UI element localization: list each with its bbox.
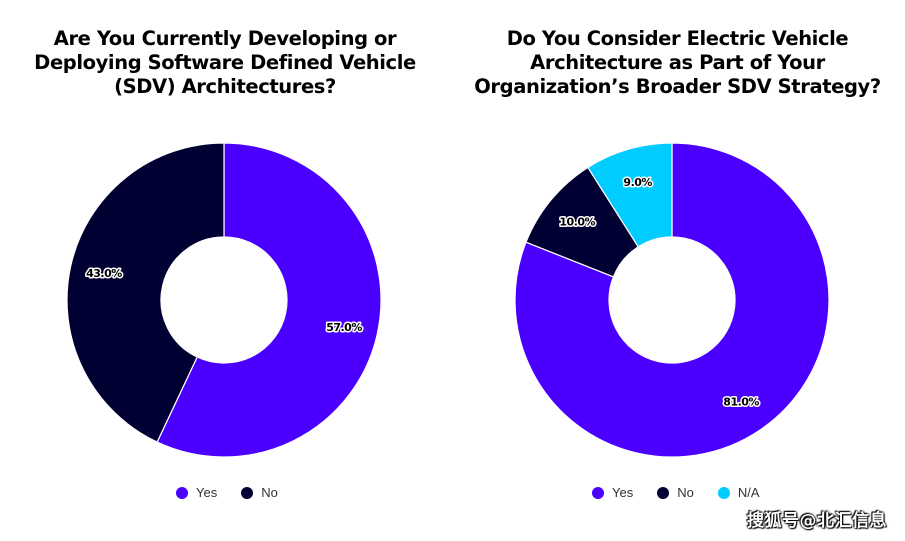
legend: Yes No N/A bbox=[592, 485, 760, 500]
legend-item-yes[interactable]: Yes bbox=[592, 485, 633, 500]
legend-swatch-no-icon bbox=[241, 486, 254, 499]
legend-item-no[interactable]: No bbox=[657, 485, 694, 500]
slice-data-label: 10.0% bbox=[559, 216, 595, 229]
chart-title-line: Organization’s Broader SDV Strategy? bbox=[474, 75, 881, 98]
donut-slice-yes[interactable] bbox=[156, 142, 382, 458]
legend-item-na[interactable]: N/A bbox=[717, 485, 760, 500]
donut-slice-yes[interactable] bbox=[514, 142, 830, 458]
slice-data-label: 57.0% bbox=[326, 321, 362, 334]
chart-title-line: Deploying Software Defined Vehicle bbox=[34, 51, 416, 74]
slice-data-label: 43.0% bbox=[86, 267, 122, 280]
slice-data-label: 9.0% bbox=[623, 176, 652, 189]
chart-title: Are You Currently Developing or Deployin… bbox=[0, 27, 450, 99]
slice-data-label: 81.0% bbox=[723, 396, 759, 409]
legend-label: No bbox=[261, 485, 278, 500]
chart-title-line: Are You Currently Developing or bbox=[53, 27, 397, 50]
chart-title: Do You Consider Electric Vehicle Archite… bbox=[450, 27, 905, 99]
legend-swatch-yes-icon bbox=[176, 486, 188, 499]
legend-item-yes[interactable]: Yes bbox=[176, 485, 217, 500]
legend-swatch-na-icon bbox=[717, 486, 730, 499]
watermark: 搜狐号@北汇信息 bbox=[747, 511, 887, 531]
legend-label: Yes bbox=[612, 485, 634, 500]
donut-slice-no[interactable] bbox=[66, 142, 225, 443]
donut-chart: 57.0% 43.0% bbox=[66, 142, 382, 458]
chart-title-line: (SDV) Architectures? bbox=[114, 75, 336, 98]
chart-title-line: Do You Consider Electric Vehicle bbox=[506, 27, 849, 50]
donut-slice-na[interactable] bbox=[587, 142, 673, 248]
chart-panel-ev-architecture: Do You Consider Electric Vehicle Archite… bbox=[450, 0, 905, 541]
legend: Yes No bbox=[176, 485, 278, 500]
legend-label: Yes bbox=[196, 485, 218, 500]
legend-item-no[interactable]: No bbox=[241, 485, 278, 500]
donut-chart: 81.0% 10.0% 9.0% bbox=[514, 142, 830, 458]
legend-swatch-yes-icon bbox=[592, 486, 604, 499]
chart-panel-sdv-development: Are You Currently Developing or Deployin… bbox=[0, 0, 450, 541]
legend-label: No bbox=[677, 485, 694, 500]
legend-label: N/A bbox=[737, 485, 760, 500]
legend-swatch-no-icon bbox=[657, 486, 670, 499]
chart-title-line: Architecture as Part of Your bbox=[530, 51, 825, 74]
